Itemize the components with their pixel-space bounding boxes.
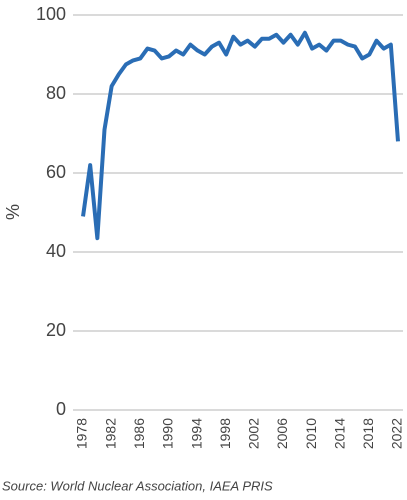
x-tick-label: 2006 [274, 418, 290, 449]
x-tick-label: 1994 [188, 418, 204, 449]
x-tick-label: 1982 [102, 418, 118, 449]
x-tick-label: 2014 [331, 418, 347, 449]
y-tick-label: 20 [46, 320, 66, 340]
y-axis-label: % [3, 204, 23, 220]
source-note: Source: World Nuclear Association, IAEA … [2, 478, 273, 493]
y-tick-label: 0 [56, 399, 66, 419]
x-tick-label: 1978 [74, 418, 90, 449]
y-tick-label: 60 [46, 162, 66, 182]
x-tick-label: 1998 [217, 418, 233, 449]
y-tick-label: 40 [46, 241, 66, 261]
data-line [81, 30, 400, 241]
x-tick-label: 2022 [389, 418, 405, 449]
y-tick-label: 80 [46, 83, 66, 103]
x-tick-label: 1986 [131, 418, 147, 449]
x-tick-label: 2018 [360, 418, 376, 449]
y-tick-label: 100 [36, 4, 66, 24]
x-tick-label: 1990 [160, 418, 176, 449]
x-tick-label: 2010 [303, 418, 319, 449]
x-tick-label: 2002 [246, 418, 262, 449]
